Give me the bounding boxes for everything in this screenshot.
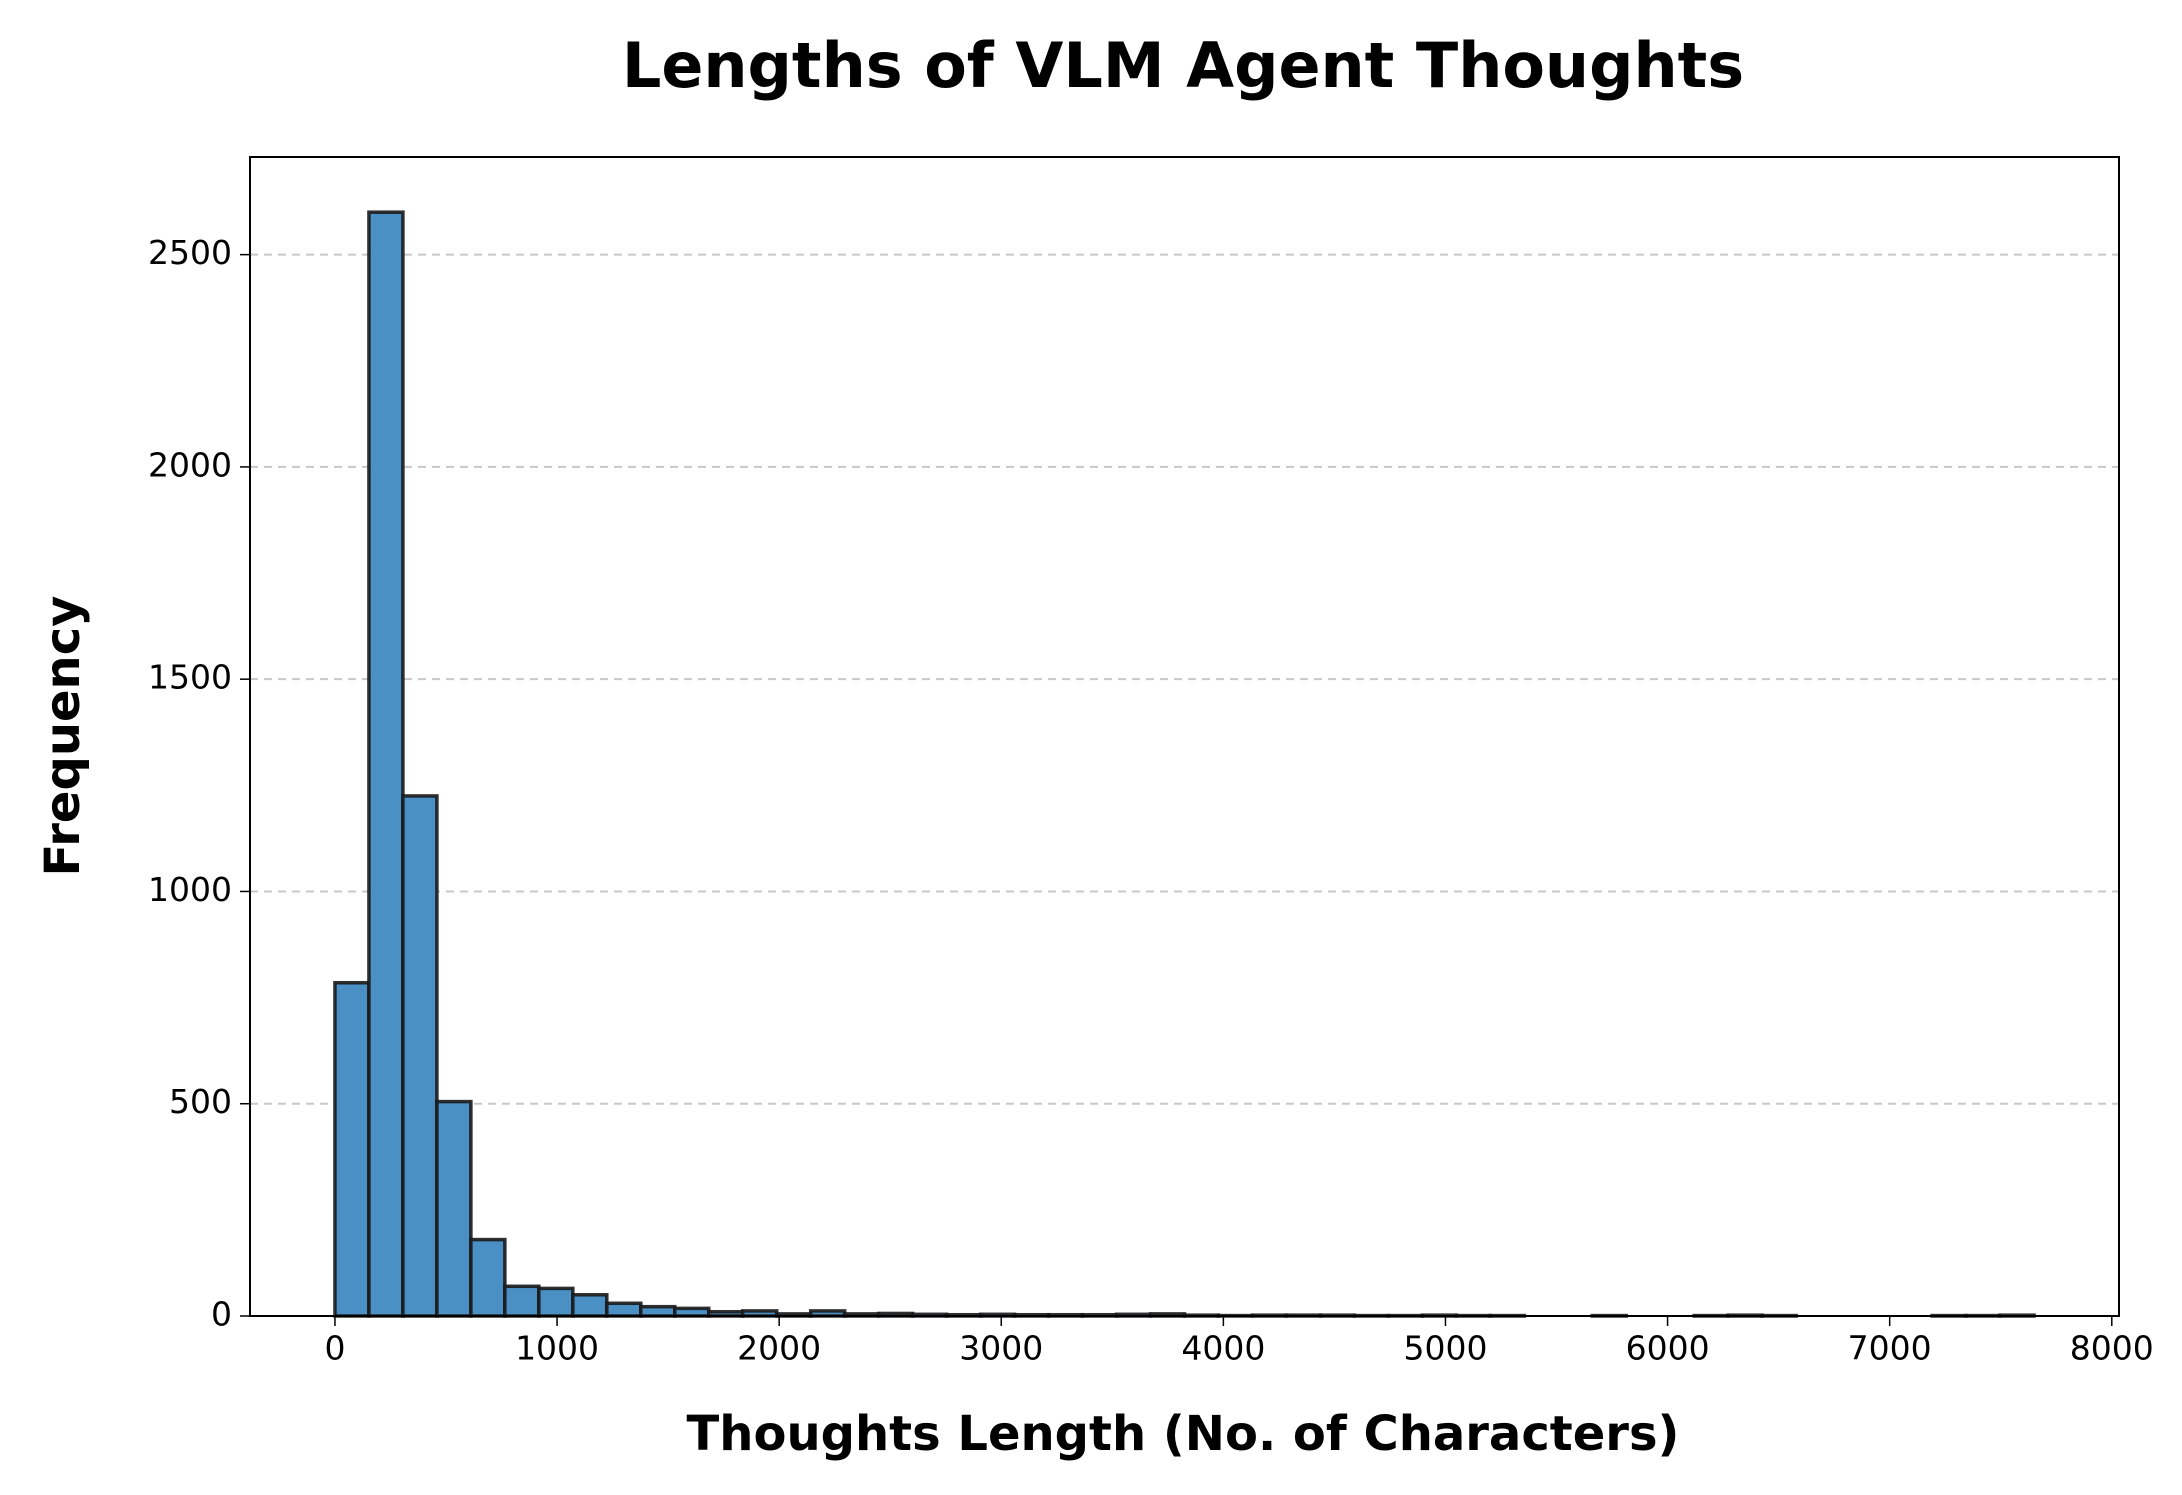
y-tick-label: 1000 xyxy=(148,870,232,909)
bar xyxy=(537,1286,575,1318)
bar xyxy=(571,1293,609,1318)
x-tick-label: 6000 xyxy=(1626,1329,1710,1368)
x-tick-label: 8000 xyxy=(2070,1329,2154,1368)
y-tick-label: 1500 xyxy=(148,658,232,697)
bar xyxy=(333,980,371,1318)
y-tick-label: 500 xyxy=(169,1082,232,1121)
bar xyxy=(469,1237,507,1318)
x-tick-label: 0 xyxy=(324,1329,345,1368)
bar xyxy=(435,1099,473,1318)
bar xyxy=(639,1304,677,1318)
bar xyxy=(367,210,405,1318)
bar xyxy=(673,1306,711,1318)
x-tick-label: 4000 xyxy=(1181,1329,1265,1368)
bar xyxy=(605,1301,643,1318)
y-axis-label: Frequency xyxy=(35,596,91,877)
chart-title: Lengths of VLM Agent Thoughts xyxy=(622,29,1744,102)
plot-frame xyxy=(249,156,2120,1317)
x-tick-label: 7000 xyxy=(1848,1329,1932,1368)
y-tick-label: 0 xyxy=(211,1295,232,1334)
y-tick-label: 2500 xyxy=(148,233,232,272)
x-tick-label: 5000 xyxy=(1403,1329,1487,1368)
bar xyxy=(401,794,439,1318)
x-tick-label: 1000 xyxy=(515,1329,599,1368)
bar xyxy=(503,1284,541,1318)
x-tick-label: 2000 xyxy=(737,1329,821,1368)
x-tick-label: 3000 xyxy=(959,1329,1043,1368)
y-tick-label: 2000 xyxy=(148,445,232,484)
x-axis-label: Thoughts Length (No. of Characters) xyxy=(687,1406,1680,1462)
